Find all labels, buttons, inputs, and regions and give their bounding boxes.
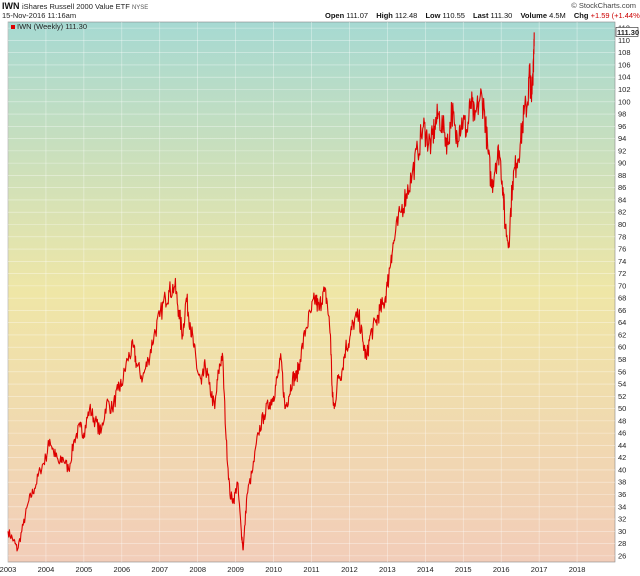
y-tick-label: 32 xyxy=(618,515,626,524)
last-value-badge: 111.30 xyxy=(615,27,639,37)
y-tick-label: 106 xyxy=(618,60,631,69)
y-tick-label: 98 xyxy=(618,110,626,119)
y-axis: 26 28 30 32 34 36 38 40 42 44 46 48 50 52 54 56 58 60 62 64… xyxy=(618,24,631,561)
x-axis: 2003 2004 2005 2006 2007 2008 2009 2010 2011 2012… xyxy=(0,565,585,574)
y-tick-label: 46 xyxy=(618,429,626,438)
y-tick-label: 94 xyxy=(618,134,626,143)
y-tick-label: 68 xyxy=(618,294,626,303)
y-tick-label: 80 xyxy=(618,220,626,229)
y-tick-label: 42 xyxy=(618,453,626,462)
high-value: 112.48 xyxy=(394,11,418,20)
legend: IWN (Weekly) 111.30 xyxy=(11,22,87,31)
x-tick-label: 2011 xyxy=(303,565,319,574)
x-tick-label: 2015 xyxy=(455,565,472,574)
y-tick-label: 88 xyxy=(618,171,626,180)
x-tick-label: 2013 xyxy=(379,565,396,574)
open-label: Open xyxy=(325,11,345,20)
y-tick-label: 56 xyxy=(618,367,626,376)
security-name: iShares Russell 2000 Value ETF NYSE xyxy=(22,2,149,11)
y-tick-label: 60 xyxy=(618,343,626,352)
y-tick-label: 26 xyxy=(618,551,626,560)
legend-label: IWN (Weekly) 111.30 xyxy=(17,22,87,31)
y-tick-label: 48 xyxy=(618,416,626,425)
y-tick-label: 104 xyxy=(618,73,631,82)
y-tick-label: 102 xyxy=(618,85,631,94)
last-label: Last xyxy=(473,11,489,20)
x-tick-label: 2012 xyxy=(341,565,358,574)
legend-swatch xyxy=(11,25,15,29)
y-tick-label: 86 xyxy=(618,183,626,192)
x-tick-label: 2006 xyxy=(113,565,130,574)
y-tick-label: 90 xyxy=(618,159,626,168)
quote-summary: Open 111.07 High 112.48 Low 110.55 Last … xyxy=(325,11,640,20)
y-tick-label: 50 xyxy=(618,404,626,413)
y-tick-label: 82 xyxy=(618,208,626,217)
y-tick-label: 92 xyxy=(618,146,626,155)
y-tick-label: 54 xyxy=(618,380,626,389)
x-tick-label: 2018 xyxy=(569,565,586,574)
y-tick-label: 110 xyxy=(618,36,630,45)
y-tick-label: 44 xyxy=(618,441,626,450)
grid-lines xyxy=(7,22,615,562)
x-tick-label: 2004 xyxy=(38,565,55,574)
chg-value: +1.59 (+1.44%) xyxy=(590,11,640,20)
y-tick-label: 64 xyxy=(618,318,626,327)
y-tick-label: 30 xyxy=(618,527,626,536)
exchange-label: NYSE xyxy=(131,5,149,11)
chg-label: Chg xyxy=(573,11,589,20)
y-tick-label: 84 xyxy=(618,195,626,204)
volume-value: 4.5M xyxy=(549,11,566,20)
x-tick-label: 2007 xyxy=(151,565,168,574)
high-label: High xyxy=(376,11,393,20)
x-tick-label: 2014 xyxy=(417,565,434,574)
y-tick-label: 100 xyxy=(618,97,631,106)
y-tick-label: 76 xyxy=(618,245,626,254)
x-tick-label: 2005 xyxy=(76,565,93,574)
x-tick-label: 2017 xyxy=(531,565,548,574)
series-line-iwn xyxy=(7,32,535,552)
svg-text:111.30: 111.30 xyxy=(617,28,639,37)
y-tick-label: 58 xyxy=(618,355,626,364)
ticker-symbol[interactable]: IWN xyxy=(2,1,20,11)
y-tick-label: 108 xyxy=(618,48,631,57)
y-tick-label: 36 xyxy=(618,490,626,499)
quote-date: 15-Nov-2016 11:16am xyxy=(2,11,77,20)
last-value: 111.30 xyxy=(490,11,513,20)
volume-label: Volume xyxy=(520,11,547,20)
chart-header: IWN iShares Russell 2000 Value ETF NYSE … xyxy=(0,0,640,22)
low-value: 110.55 xyxy=(442,11,465,20)
x-tick-label: 2008 xyxy=(189,565,206,574)
x-tick-label: 2003 xyxy=(0,565,16,574)
x-tick-label: 2016 xyxy=(493,565,510,574)
y-tick-label: 96 xyxy=(618,122,626,131)
y-tick-label: 74 xyxy=(618,257,626,266)
y-tick-label: 38 xyxy=(618,478,626,487)
y-tick-label: 70 xyxy=(618,281,626,290)
x-tick-label: 2010 xyxy=(265,565,282,574)
y-tick-label: 28 xyxy=(618,539,626,548)
y-tick-label: 66 xyxy=(618,306,626,315)
y-tick-label: 40 xyxy=(618,465,626,474)
y-tick-label: 78 xyxy=(618,232,626,241)
y-tick-label: 52 xyxy=(618,392,626,401)
low-label: Low xyxy=(425,11,441,20)
open-value: 111.07 xyxy=(346,11,369,20)
y-tick-label: 72 xyxy=(618,269,626,278)
y-tick-label: 62 xyxy=(618,330,626,339)
x-tick-label: 2009 xyxy=(227,565,244,574)
brand-logo[interactable]: © StockCharts.com xyxy=(571,1,636,10)
y-tick-label: 34 xyxy=(618,502,626,511)
